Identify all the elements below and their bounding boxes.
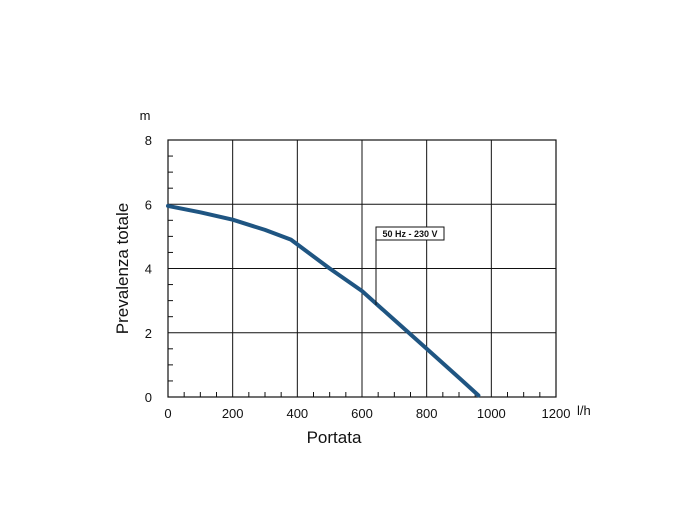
y-tick-label: 0	[145, 390, 152, 405]
annotation-box	[375, 226, 445, 241]
y-axis-title: Prevalenza totale	[113, 203, 132, 334]
annotation-label: 50 Hz - 230 V	[382, 229, 437, 239]
grid	[167, 139, 557, 398]
x-axis-title: Portata	[307, 428, 362, 447]
series-line	[166, 203, 481, 398]
plot-frame	[167, 139, 557, 398]
y-axis-unit: m	[140, 108, 151, 123]
x-axis-unit: l/h	[577, 403, 591, 418]
minor-ticks	[168, 155, 541, 397]
x-tick-label: 1000	[477, 406, 506, 421]
x-tick-label: 200	[222, 406, 244, 421]
y-tick-label: 6	[145, 197, 152, 212]
x-tick-label: 0	[164, 406, 171, 421]
x-tick-label: 600	[351, 406, 373, 421]
x-tick-label: 1200	[542, 406, 571, 421]
x-tick-label: 800	[416, 406, 438, 421]
y-tick-label: 2	[145, 326, 152, 341]
y-tick-label: 8	[145, 133, 152, 148]
series-annotation: 50 Hz - 230 V	[375, 226, 445, 305]
x-tick-labels: 0 200 400 600 800 1000 1200	[164, 406, 570, 421]
y-tick-labels: 0 2 4 6 8	[145, 133, 152, 405]
x-tick-label: 400	[286, 406, 308, 421]
y-tick-label: 4	[145, 262, 152, 277]
